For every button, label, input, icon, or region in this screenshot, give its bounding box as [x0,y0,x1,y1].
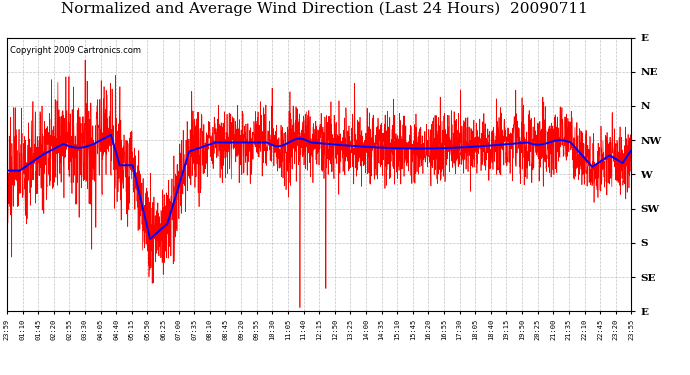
Text: Copyright 2009 Cartronics.com: Copyright 2009 Cartronics.com [10,46,141,55]
Text: Normalized and Average Wind Direction (Last 24 Hours)  20090711: Normalized and Average Wind Direction (L… [61,2,588,16]
